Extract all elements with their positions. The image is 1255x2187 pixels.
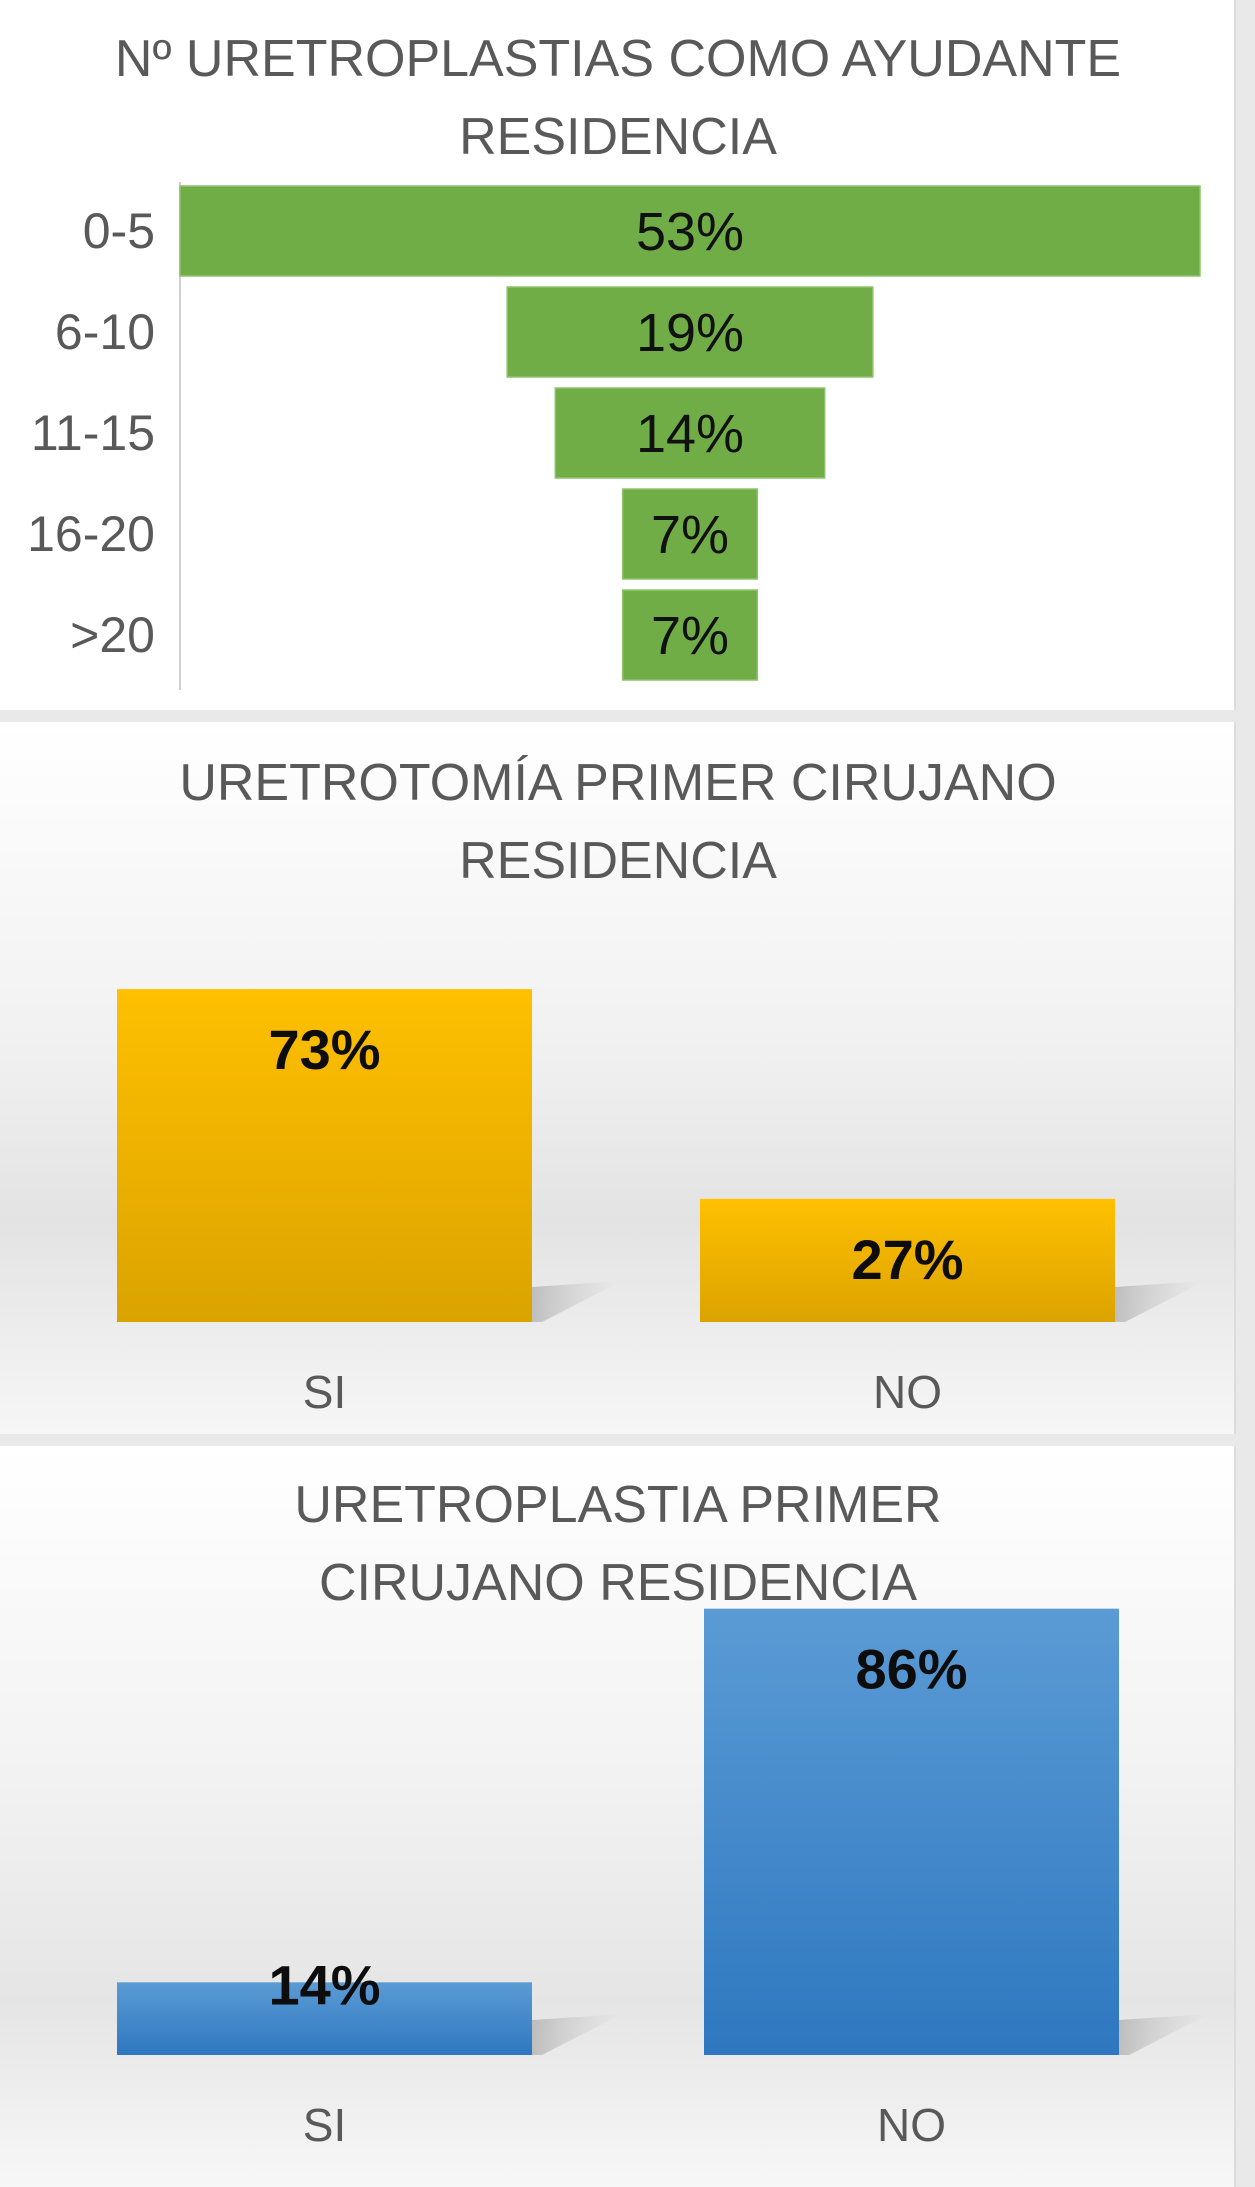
bar-shadow <box>532 1281 622 1322</box>
column-bar <box>117 989 532 1322</box>
column-chart: 73% SI 27% NO <box>117 989 1205 1418</box>
category-tick-label: >20 <box>70 607 155 663</box>
data-label: 19% <box>636 303 744 363</box>
chart-title: URETROPLASTIA PRIMER CIRUJANO RESIDENCIA <box>294 1476 942 1612</box>
column-bar <box>117 1982 532 2055</box>
data-label: 27% <box>851 1228 963 1291</box>
data-label: 86% <box>855 1638 967 1701</box>
category-tick-label: SI <box>303 1366 346 1418</box>
category-tick-label: 11-15 <box>31 405 155 461</box>
column-bar <box>704 1608 1119 2055</box>
data-label: 53% <box>636 202 744 262</box>
column-bar <box>700 1198 1115 1322</box>
funnel-bar <box>179 185 1201 277</box>
funnel-bar <box>621 488 759 580</box>
funnel-bar <box>621 589 759 681</box>
category-tick-label: 6-10 <box>55 304 155 360</box>
uretroplastia-chart-panel: URETROPLASTIA PRIMER CIRUJANO RESIDENCIA… <box>0 1446 1236 2187</box>
column-chart: 14% SI 86% NO <box>117 1608 1209 2151</box>
bar-shadow <box>1119 2014 1209 2055</box>
funnel-bar <box>554 387 826 479</box>
chart-title: URETROTOMÍA PRIMER CIRUJANO RESIDENCIA <box>179 754 1057 890</box>
category-tick-label: 0-5 <box>83 203 155 259</box>
chart-title: Nº URETROPLASTIAS COMO AYUDANTE RESIDENC… <box>114 30 1122 166</box>
funnel-bar <box>506 286 874 378</box>
data-label: 14% <box>636 404 744 464</box>
funnel-chart-panel: Nº URETROPLASTIAS COMO AYUDANTE RESIDENC… <box>0 0 1236 710</box>
data-label: 7% <box>651 505 729 565</box>
bar-shadow <box>532 2014 622 2055</box>
category-tick-label: NO <box>877 2099 946 2151</box>
funnel-chart: 53% 0-5 19% 6-10 14% 11-15 7% 16-20 7% >20 <box>27 182 1201 690</box>
data-label: 73% <box>268 1018 380 1081</box>
uretrotomia-chart-panel: URETROTOMÍA PRIMER CIRUJANO RESIDENCIA 7… <box>0 722 1236 1434</box>
category-tick-label: SI <box>303 2099 346 2151</box>
category-tick-label: NO <box>873 1366 942 1418</box>
bar-shadow <box>1115 1281 1205 1322</box>
data-label: 14% <box>268 1953 380 2016</box>
data-label: 7% <box>651 606 729 666</box>
category-tick-label: 16-20 <box>27 506 155 562</box>
